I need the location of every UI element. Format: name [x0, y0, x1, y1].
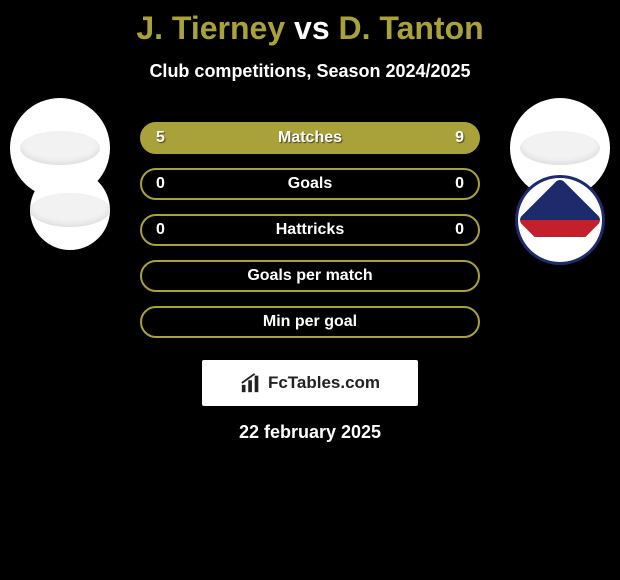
- vs-text: vs: [294, 10, 330, 46]
- stat-value-player2: 0: [455, 175, 464, 193]
- stat-row-matches: Matches 5 9: [140, 122, 480, 154]
- stat-row-hattricks: Hattricks 0 0: [140, 214, 480, 246]
- fctables-logo-text: FcTables.com: [268, 373, 380, 393]
- stat-label: Goals: [288, 175, 332, 193]
- snapshot-date: 22 february 2025: [0, 422, 620, 443]
- stats-rows: Matches 5 9 Goals 0 0 Hattricks 0 0 Goals per mat…: [140, 122, 480, 352]
- stat-label: Matches: [278, 129, 342, 147]
- stat-value-player1: 5: [156, 129, 165, 147]
- subtitle: Club competitions, Season 2024/2025: [0, 61, 620, 82]
- stat-label: Hattricks: [276, 221, 344, 239]
- stat-label: Min per goal: [263, 313, 357, 331]
- stat-row-goals: Goals 0 0: [140, 168, 480, 200]
- fctables-logo: FcTables.com: [202, 360, 418, 406]
- stat-value-player1: 0: [156, 221, 165, 239]
- placeholder-ellipse: [30, 193, 110, 227]
- stat-row-min-per-goal: Min per goal: [140, 306, 480, 338]
- stat-row-goals-per-match: Goals per match: [140, 260, 480, 292]
- player2-name: D. Tanton: [339, 10, 484, 46]
- stat-value-player1: 0: [156, 175, 165, 193]
- stat-label: Goals per match: [247, 267, 372, 285]
- placeholder-ellipse: [20, 131, 100, 165]
- bar-chart-icon: [240, 372, 262, 394]
- player2-club-badge: [510, 170, 610, 270]
- stat-value-player2: 0: [455, 221, 464, 239]
- stat-value-player2: 9: [455, 129, 464, 147]
- player1-club-avatar: [30, 170, 110, 250]
- player1-name: J. Tierney: [136, 10, 285, 46]
- placeholder-ellipse: [520, 131, 600, 165]
- club-badge-icon: [515, 175, 605, 265]
- comparison-title: J. Tierney vs D. Tanton: [0, 0, 620, 47]
